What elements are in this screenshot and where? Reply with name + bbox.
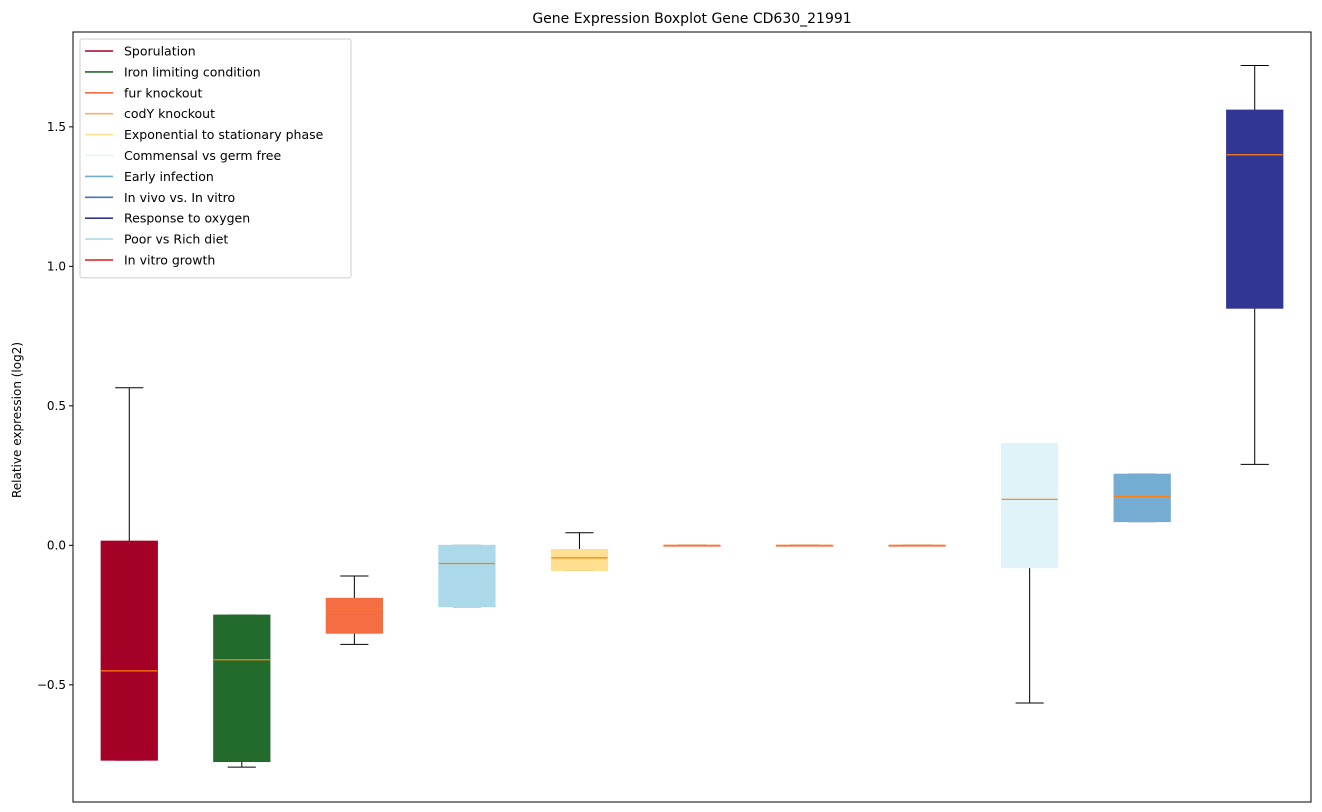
plot-area	[72, 31, 1312, 803]
legend-label: Exponential to stationary phase	[124, 127, 324, 142]
box-body	[100, 540, 158, 761]
box-group	[1113, 473, 1171, 523]
legend-frame	[79, 38, 352, 279]
box-group	[550, 532, 609, 571]
legend-item: In vivo vs. In vitro	[85, 190, 235, 205]
legend-item: codY knockout	[85, 106, 215, 121]
legend-label: Iron limiting condition	[124, 64, 261, 79]
legend-item: Exponential to stationary phase	[85, 127, 324, 142]
box-body	[325, 597, 383, 634]
y-tick-label: 0.0	[47, 538, 66, 552]
legend: Sporulation Iron limiting condition fur kn…	[79, 38, 352, 279]
box-body	[550, 549, 609, 571]
legend-label: In vitro growth	[124, 253, 215, 268]
box-group	[888, 544, 946, 547]
legend-label: Commensal vs germ free	[124, 148, 281, 163]
legend-label: In vivo vs. In vitro	[124, 190, 235, 205]
legend-item: Poor vs Rich diet	[85, 232, 228, 247]
legend-item: Early infection	[85, 169, 214, 184]
y-tick-label: −0.5	[37, 678, 66, 692]
legend-label: Poor vs Rich diet	[124, 232, 228, 247]
legend-item: In vitro growth	[85, 253, 215, 268]
box-group	[775, 544, 834, 547]
legend-label: Early infection	[124, 169, 214, 184]
box-group	[213, 614, 271, 768]
box-group	[100, 387, 158, 761]
box-body	[438, 544, 496, 608]
legend-item: Sporulation	[85, 44, 196, 59]
y-axis: −0.5 0.0 0.5 1.0 1.5	[37, 120, 73, 692]
box-body	[213, 614, 271, 763]
legend-item: Iron limiting condition	[85, 64, 261, 79]
legend-label: Response to oxygen	[124, 211, 250, 226]
legend-item: fur knockout	[85, 85, 202, 100]
box-body	[1226, 109, 1284, 309]
box-group	[325, 575, 383, 645]
plot-frame	[72, 31, 1312, 803]
box-group	[1001, 443, 1059, 704]
y-tick-label: 1.0	[47, 259, 66, 273]
y-axis-label: Relative expression (log2)	[10, 342, 24, 498]
legend-label: fur knockout	[124, 85, 202, 100]
legend-label: codY knockout	[124, 106, 215, 121]
legend-label: Sporulation	[124, 44, 196, 59]
legend-item: Response to oxygen	[85, 211, 250, 226]
box-group	[663, 544, 721, 547]
legend-item: Commensal vs germ free	[85, 148, 281, 163]
box-group	[438, 544, 496, 608]
chart-title: Gene Expression Boxplot Gene CD630_21991	[532, 11, 851, 27]
box-body	[1113, 473, 1171, 523]
box-group	[1226, 64, 1284, 465]
box-body	[1001, 443, 1059, 569]
y-tick-label: 1.5	[47, 120, 66, 134]
y-tick-label: 0.5	[47, 399, 66, 413]
